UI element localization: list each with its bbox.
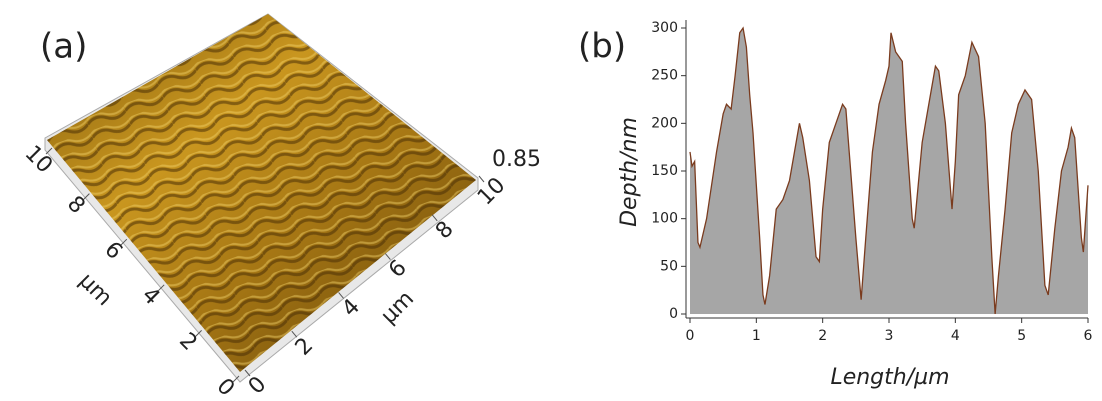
x-tick-label: 5 (1017, 328, 1026, 344)
y-tick-label: 0 (669, 306, 678, 322)
x-axis-label: µm (376, 286, 419, 329)
y-tick-label: 50 (660, 258, 678, 274)
x-tick-label: 4 (951, 328, 960, 344)
x-tick-label: 3 (885, 328, 894, 344)
x-tick-label: 1 (752, 328, 761, 344)
panel-label: (a) (40, 27, 87, 67)
y-tick-label: 150 (651, 163, 678, 179)
surface-base (45, 14, 478, 382)
x-tick-label: 0 (686, 328, 695, 344)
y-tick-label: 250 (651, 68, 678, 84)
y-tick-label: 100 (651, 211, 678, 227)
y-tick-label: 200 (651, 115, 678, 131)
x-axis-label: Length/µm (830, 365, 949, 390)
area (690, 28, 1088, 314)
x-tick-label: 2 (818, 328, 827, 344)
x-tick-label: 6 (1084, 328, 1093, 344)
y-tick-label: 300 (651, 20, 678, 36)
y-tick-label: 2 (174, 328, 202, 356)
y-axis-label: Depth/nm (617, 117, 642, 227)
x-tick-label: 10 (473, 173, 510, 210)
figure: (a) 0.85 (b) Length/µm Depth/nm 0246810µ… (0, 0, 1102, 401)
z-tick-label: 0.85 (492, 147, 541, 172)
panel-label: (b) (578, 27, 626, 67)
y-axis-label: µm (74, 268, 117, 311)
y-tick-label: 0 (212, 374, 240, 401)
